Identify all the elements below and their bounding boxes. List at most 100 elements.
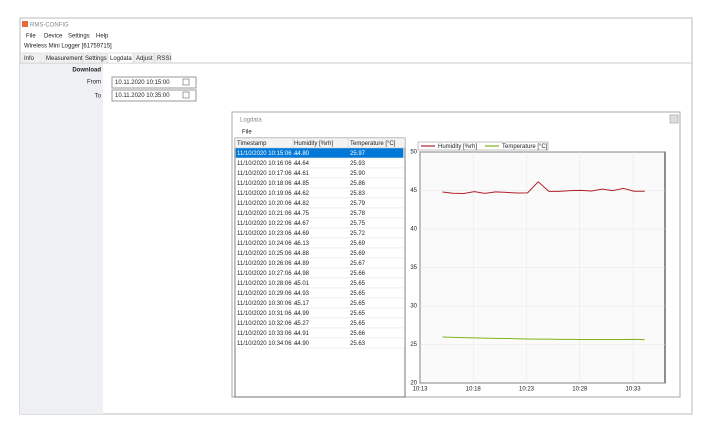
table-cell: 11/10/2020 10:30:06 ... — [237, 301, 299, 307]
table-cell: 11/10/2020 10:25:06 ... — [237, 251, 299, 257]
y-tick-label: 25 — [410, 342, 417, 348]
table-cell: 11/10/2020 10:32:06 ... — [237, 321, 299, 327]
tab[interactable] — [133, 52, 155, 64]
table-cell: 11/10/2020 10:33:06 ... — [237, 331, 299, 337]
to-input[interactable] — [111, 89, 197, 102]
series-line — [442, 181, 645, 195]
device-label: Wireless Mini Logger [61759715] — [24, 44, 112, 50]
table-cell: 11/10/2020 10:23:06 ... — [237, 231, 299, 237]
table-cell: 44.61 — [294, 171, 310, 177]
table-cell: 11/10/2020 10:29:06 ... — [237, 291, 299, 297]
y-tick-label: 35 — [410, 265, 417, 271]
x-tick-label: 10:23 — [519, 387, 535, 393]
menu-item[interactable]: File — [26, 34, 36, 40]
y-tick-label: 45 — [410, 188, 417, 194]
x-tick-label: 10:33 — [626, 387, 642, 393]
tab[interactable] — [43, 52, 83, 64]
table-cell: 25.65 — [350, 291, 366, 297]
tab-label[interactable]: Logdata — [110, 56, 132, 62]
legend-label: Humidity [%rh] — [438, 144, 477, 150]
tab[interactable] — [82, 52, 108, 64]
table-cell: 25.65 — [350, 321, 366, 327]
table-cell: 25.69 — [350, 241, 366, 247]
table-cell: 44.82 — [294, 201, 310, 207]
menu-item[interactable]: Help — [96, 34, 109, 40]
table-cell: 44.67 — [294, 221, 310, 227]
from-value[interactable]: 10.11.2020 10:15:00 — [115, 80, 170, 86]
close-button[interactable] — [669, 114, 679, 124]
calendar-icon[interactable] — [182, 78, 190, 86]
table-cell: 25.97 — [350, 151, 366, 157]
table-cell: 11/10/2020 10:15:06 ... — [237, 151, 299, 157]
table-cell: 44.64 — [294, 161, 310, 167]
legend — [417, 141, 549, 151]
table-cell: 44.85 — [294, 181, 310, 187]
table-cell: 44.75 — [294, 211, 310, 217]
logdata-title: Logdata — [240, 118, 262, 124]
table-cell: 11/10/2020 10:16:06 ... — [237, 161, 299, 167]
tab-label[interactable]: Settings — [85, 56, 107, 62]
table-cell: 44.89 — [294, 261, 310, 267]
tab[interactable] — [21, 52, 43, 64]
x-tick-label: 10:18 — [466, 387, 482, 393]
table-cell: 11/10/2020 10:18:06 ... — [237, 181, 299, 187]
to-value[interactable]: 10.11.2020 10:35:00 — [115, 93, 170, 99]
y-tick-label: 20 — [410, 381, 417, 387]
table-cell: 11/10/2020 10:21:06 ... — [237, 211, 299, 217]
menu-item[interactable]: Device — [44, 34, 63, 40]
table-cell: 25.83 — [350, 191, 366, 197]
table-cell: 44.90 — [294, 341, 310, 347]
column-header: Temperature [°C] — [350, 141, 396, 147]
window-title: RMS-CONFIG — [30, 23, 69, 29]
table-cell: 45.01 — [294, 281, 310, 287]
table-cell: 44.91 — [294, 331, 310, 337]
x-tick-label: 10:28 — [572, 387, 588, 393]
table-cell: 25.63 — [350, 341, 366, 347]
download-heading: Download — [72, 68, 101, 74]
app-icon — [22, 21, 28, 27]
menu-item[interactable]: File — [242, 130, 252, 136]
to-label: To — [95, 94, 102, 100]
series-line — [442, 336, 645, 341]
table-cell: 44.80 — [294, 151, 310, 157]
table-cell: 45.17 — [294, 301, 310, 307]
tab-label[interactable]: RSSI — [157, 56, 171, 62]
column-header: Timestamp — [237, 141, 267, 147]
table-cell: 25.69 — [350, 251, 366, 257]
table-cell: 25.86 — [350, 181, 366, 187]
table-cell: 11/10/2020 10:28:06 ... — [237, 281, 299, 287]
tab-label[interactable]: Info — [24, 56, 35, 62]
from-label: From — [87, 80, 101, 86]
table-cell: 11/10/2020 10:34:06 ... — [237, 341, 299, 347]
table-cell: 25.66 — [350, 331, 366, 337]
table-cell: 44.62 — [294, 191, 310, 197]
table-cell: 25.79 — [350, 201, 366, 207]
menu-item[interactable]: Settings — [68, 34, 90, 40]
x-tick-label: 10:13 — [412, 387, 428, 393]
table-cell: 44.99 — [294, 311, 310, 317]
table-cell: 25.65 — [350, 311, 366, 317]
table-cell: 44.98 — [294, 271, 310, 277]
from-input[interactable] — [111, 76, 197, 89]
table-cell: 25.67 — [350, 261, 366, 267]
table-cell: 44.88 — [294, 251, 310, 257]
table-cell: 11/10/2020 10:20:06 ... — [237, 201, 299, 207]
table-cell: 25.75 — [350, 221, 366, 227]
table-cell: 11/10/2020 10:22:06 ... — [237, 221, 299, 227]
table-cell: 25.66 — [350, 271, 366, 277]
tab[interactable] — [154, 52, 172, 64]
calendar-icon[interactable] — [182, 91, 190, 99]
tab-label[interactable]: Measurement — [46, 56, 83, 62]
table-cell: 11/10/2020 10:19:06 ... — [237, 191, 299, 197]
table-cell: 11/10/2020 10:31:06 ... — [237, 311, 299, 317]
table-cell: 44.93 — [294, 291, 310, 297]
table-cell: 25.93 — [350, 161, 366, 167]
tab-label[interactable]: Adjust — [136, 56, 153, 62]
table-row[interactable] — [235, 337, 405, 349]
table-cell: 44.69 — [294, 231, 310, 237]
table-cell: 25.78 — [350, 211, 366, 217]
tab[interactable] — [107, 52, 134, 64]
y-tick-label: 50 — [410, 150, 417, 156]
